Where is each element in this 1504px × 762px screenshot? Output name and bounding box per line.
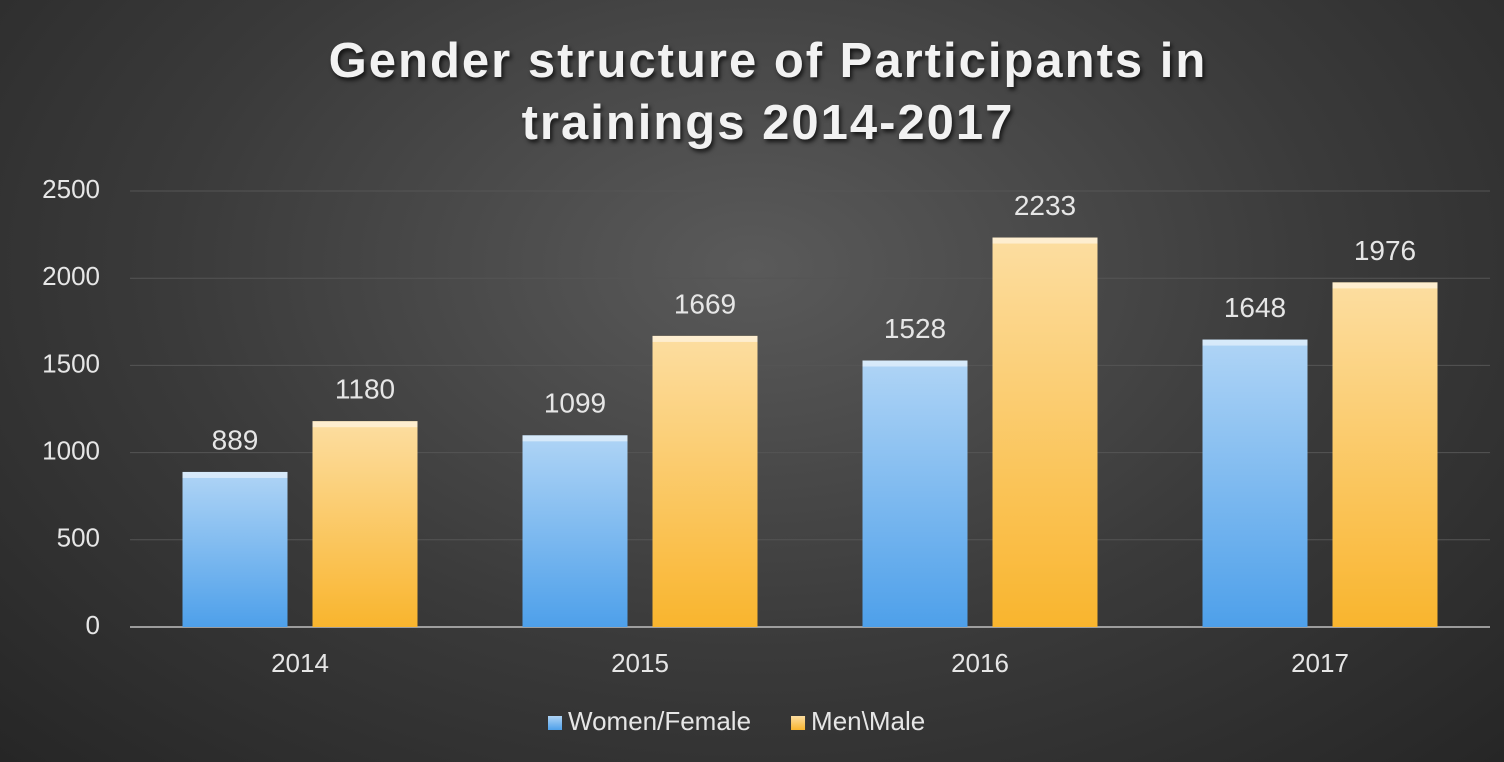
- y-tick-label: 2500: [42, 174, 100, 204]
- bar: [862, 360, 968, 627]
- data-label: 1528: [884, 313, 946, 344]
- chart-title: Gender structure of Participants in trai…: [328, 34, 1208, 150]
- x-tick-label: 2016: [951, 648, 1009, 678]
- data-label: 1099: [544, 388, 606, 419]
- legend-label: Men\Male: [811, 706, 925, 736]
- data-label: 1669: [674, 288, 736, 319]
- legend-swatch-sheen: [791, 716, 806, 730]
- legend-label: Women/Female: [568, 706, 751, 736]
- bar: [652, 335, 758, 627]
- data-label: 1976: [1354, 235, 1416, 266]
- data-label: 1180: [335, 374, 395, 405]
- y-tick-label: 500: [57, 523, 100, 553]
- data-label: 889: [212, 424, 259, 455]
- data-label: 2233: [1014, 190, 1076, 221]
- x-tick-label: 2017: [1291, 648, 1349, 678]
- y-tick-label: 1000: [42, 435, 100, 465]
- bar: [1202, 339, 1308, 627]
- bar: [992, 237, 1098, 627]
- x-tick-label: 2014: [271, 648, 329, 678]
- bar: [522, 435, 628, 627]
- bar: [1332, 282, 1438, 627]
- bar: [182, 471, 288, 627]
- y-tick-label: 0: [86, 610, 100, 640]
- y-tick-label: 1500: [42, 348, 100, 378]
- legend-swatch-sheen: [548, 716, 562, 730]
- data-label: 1648: [1224, 292, 1286, 323]
- bar: [312, 421, 418, 627]
- y-tick-label: 2000: [42, 261, 100, 291]
- x-tick-label: 2015: [611, 648, 669, 678]
